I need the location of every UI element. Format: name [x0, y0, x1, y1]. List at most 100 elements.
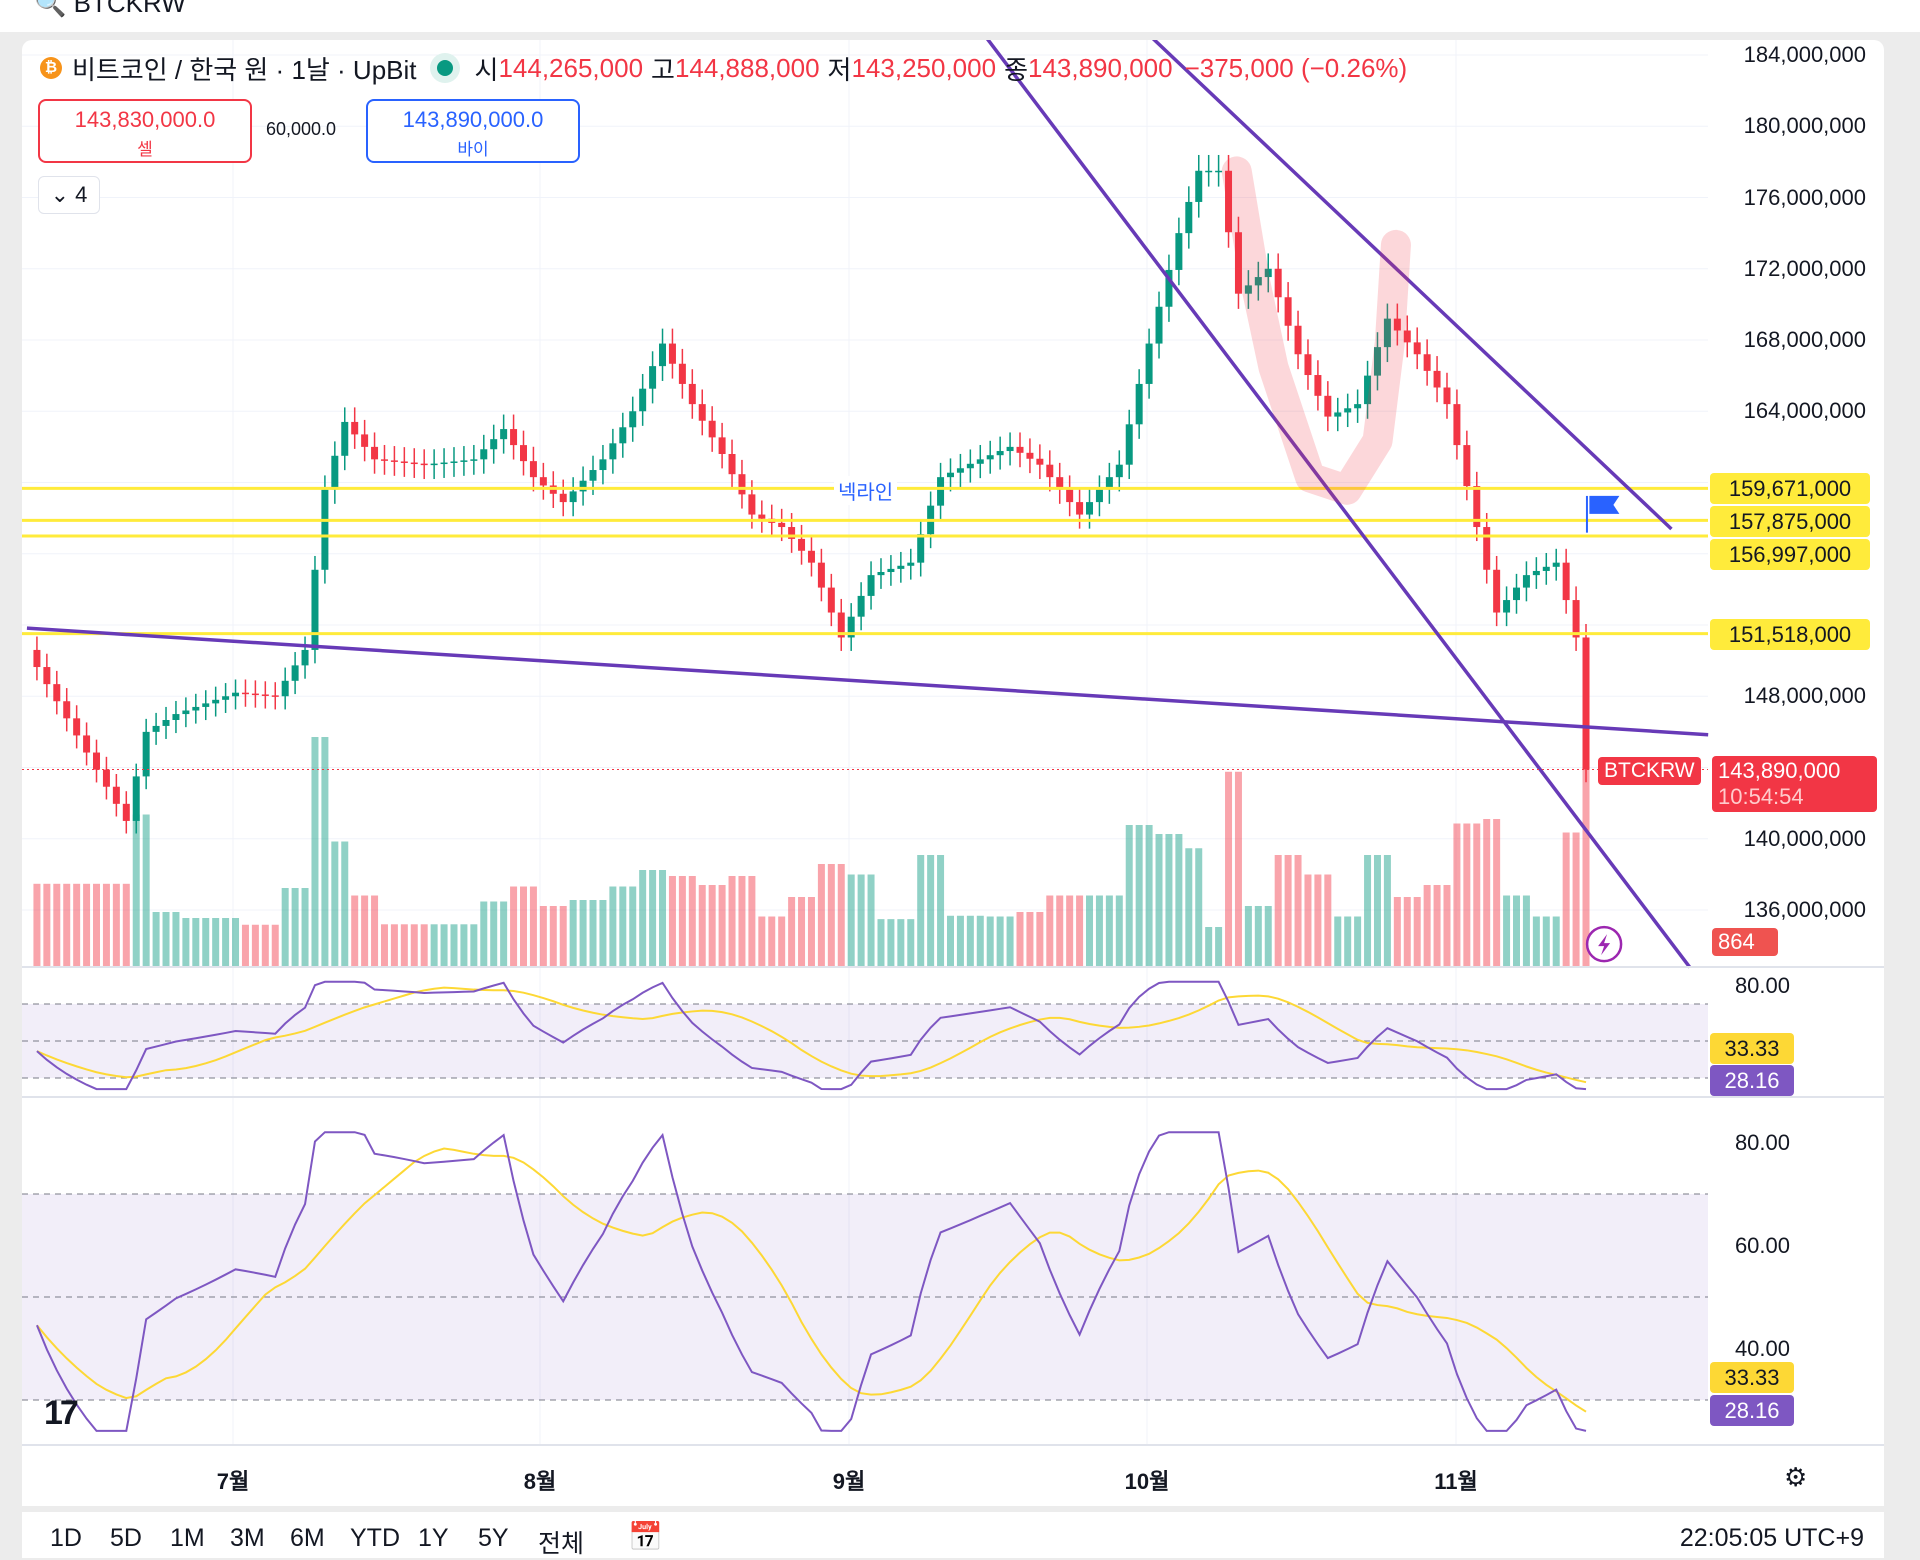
chart-settings-icon[interactable]: ⚙ — [1784, 1462, 1808, 1492]
candle — [1522, 575, 1530, 588]
volume-bar — [1125, 825, 1133, 967]
volume-bar — [798, 897, 806, 967]
trend-line[interactable] — [985, 40, 1692, 969]
trend-line[interactable] — [1151, 40, 1673, 531]
candle — [420, 463, 428, 466]
candle — [1234, 232, 1242, 294]
trend-line[interactable] — [26, 626, 1709, 737]
sell-button[interactable]: 143,830,000.0 셀 — [38, 99, 252, 163]
volume-bar — [1344, 916, 1352, 967]
candle — [639, 388, 647, 412]
candle — [996, 451, 1004, 456]
rsi-value-badge: 28.16 — [1710, 1395, 1794, 1426]
volume-bar — [162, 912, 170, 967]
candle — [807, 550, 815, 563]
volume-bar — [1572, 832, 1580, 967]
candle — [132, 776, 140, 821]
volume-bar — [1354, 916, 1362, 967]
candle — [1155, 306, 1163, 344]
range-button-1M[interactable]: 1M — [170, 1524, 205, 1552]
range-button-1D[interactable]: 1D — [50, 1524, 82, 1552]
month-label: 8월 — [523, 1469, 557, 1494]
volume-bar — [1383, 855, 1391, 967]
month-label: 7월 — [216, 1469, 250, 1494]
volume-bar — [659, 870, 667, 967]
volume-bar — [380, 924, 388, 967]
volume-bar — [837, 864, 845, 967]
rsi-ma-badge: 33.33 — [1710, 1362, 1794, 1393]
buy-button[interactable]: 143,890,000.0 바이 — [366, 99, 580, 163]
candle — [251, 693, 259, 696]
candle — [261, 694, 269, 696]
volume-bar — [1195, 848, 1203, 967]
volume-bar — [371, 895, 379, 967]
volume-bar — [539, 906, 547, 967]
volume-bar — [53, 883, 61, 967]
rsi-ma-line — [36, 1147, 1587, 1413]
volume-bar — [520, 886, 527, 967]
range-button-5Y[interactable]: 5Y — [478, 1524, 509, 1552]
volume-bar — [1503, 895, 1511, 967]
volume-bar — [778, 916, 786, 967]
level-price-badge: 157,875,000 — [1710, 506, 1870, 538]
candle — [1006, 446, 1014, 452]
calendar-goto-icon[interactable]: 📅 — [628, 1521, 663, 1552]
symbol-search[interactable]: 🔍 BTCKRW — [34, 0, 186, 19]
candle — [1453, 404, 1461, 446]
volume-bar — [817, 864, 825, 967]
symbol-title[interactable]: 비트코인 / 한국 원 · 1날 · UpBit — [72, 54, 417, 85]
current-price: 143,890,000 — [1718, 758, 1841, 783]
range-button-3M[interactable]: 3M — [230, 1524, 265, 1552]
volume-bar — [63, 883, 71, 967]
range-button-YTD[interactable]: YTD — [350, 1524, 400, 1552]
range-button-5D[interactable]: 5D — [110, 1524, 142, 1552]
candle — [907, 562, 915, 566]
flag-icon[interactable] — [1589, 495, 1620, 514]
candle — [837, 612, 845, 638]
candle — [579, 480, 587, 492]
volume-bar — [748, 876, 756, 967]
range-button-6M[interactable]: 6M — [290, 1524, 325, 1552]
candle — [718, 437, 726, 454]
highlight-brush[interactable] — [1221, 156, 1411, 505]
candle — [63, 701, 71, 719]
volume-bar — [946, 915, 954, 967]
volume-bar — [907, 919, 915, 967]
volume-bar — [321, 737, 329, 967]
close-label: 종 — [1004, 54, 1028, 85]
change-value: −375,000 (−0.26%) — [1184, 52, 1408, 83]
volume-bar — [500, 901, 508, 967]
open-label: 시 — [474, 54, 499, 85]
volume-bar — [1552, 916, 1560, 967]
candle — [867, 575, 875, 596]
chart-pane[interactable] — [22, 40, 1884, 1506]
volume-bar — [341, 841, 349, 967]
candle — [53, 684, 61, 702]
indicators-toggle-button[interactable]: ⌄ 4 — [38, 176, 100, 214]
volume-bar — [708, 885, 716, 967]
candle — [1016, 446, 1024, 453]
range-button-전체[interactable]: 전체 — [538, 1530, 585, 1558]
volume-bar — [172, 912, 180, 967]
volume-bar — [1413, 897, 1421, 967]
chevron-down-icon: ⌄ — [50, 182, 70, 207]
volume-bar — [142, 814, 150, 967]
candle — [986, 455, 994, 460]
chart-canvas[interactable] — [22, 40, 1884, 1506]
candle — [311, 569, 319, 650]
symbol-legend: ₿ 비트코인 / 한국 원 · 1날 · UpBit 시 144,265,000 … — [40, 50, 1407, 86]
volume-bar — [1582, 737, 1590, 967]
volume-bar — [1115, 895, 1123, 967]
candle — [788, 527, 796, 539]
volume-bar — [430, 924, 438, 967]
volume-bar — [510, 886, 518, 967]
candle — [569, 491, 577, 503]
candle — [1413, 342, 1421, 355]
range-button-1Y[interactable]: 1Y — [418, 1524, 449, 1552]
candle — [1026, 452, 1034, 459]
volume-bar — [619, 886, 627, 967]
candle — [182, 710, 190, 715]
volume-bar — [291, 888, 299, 967]
candle — [758, 514, 766, 519]
volume-bar — [400, 924, 408, 967]
